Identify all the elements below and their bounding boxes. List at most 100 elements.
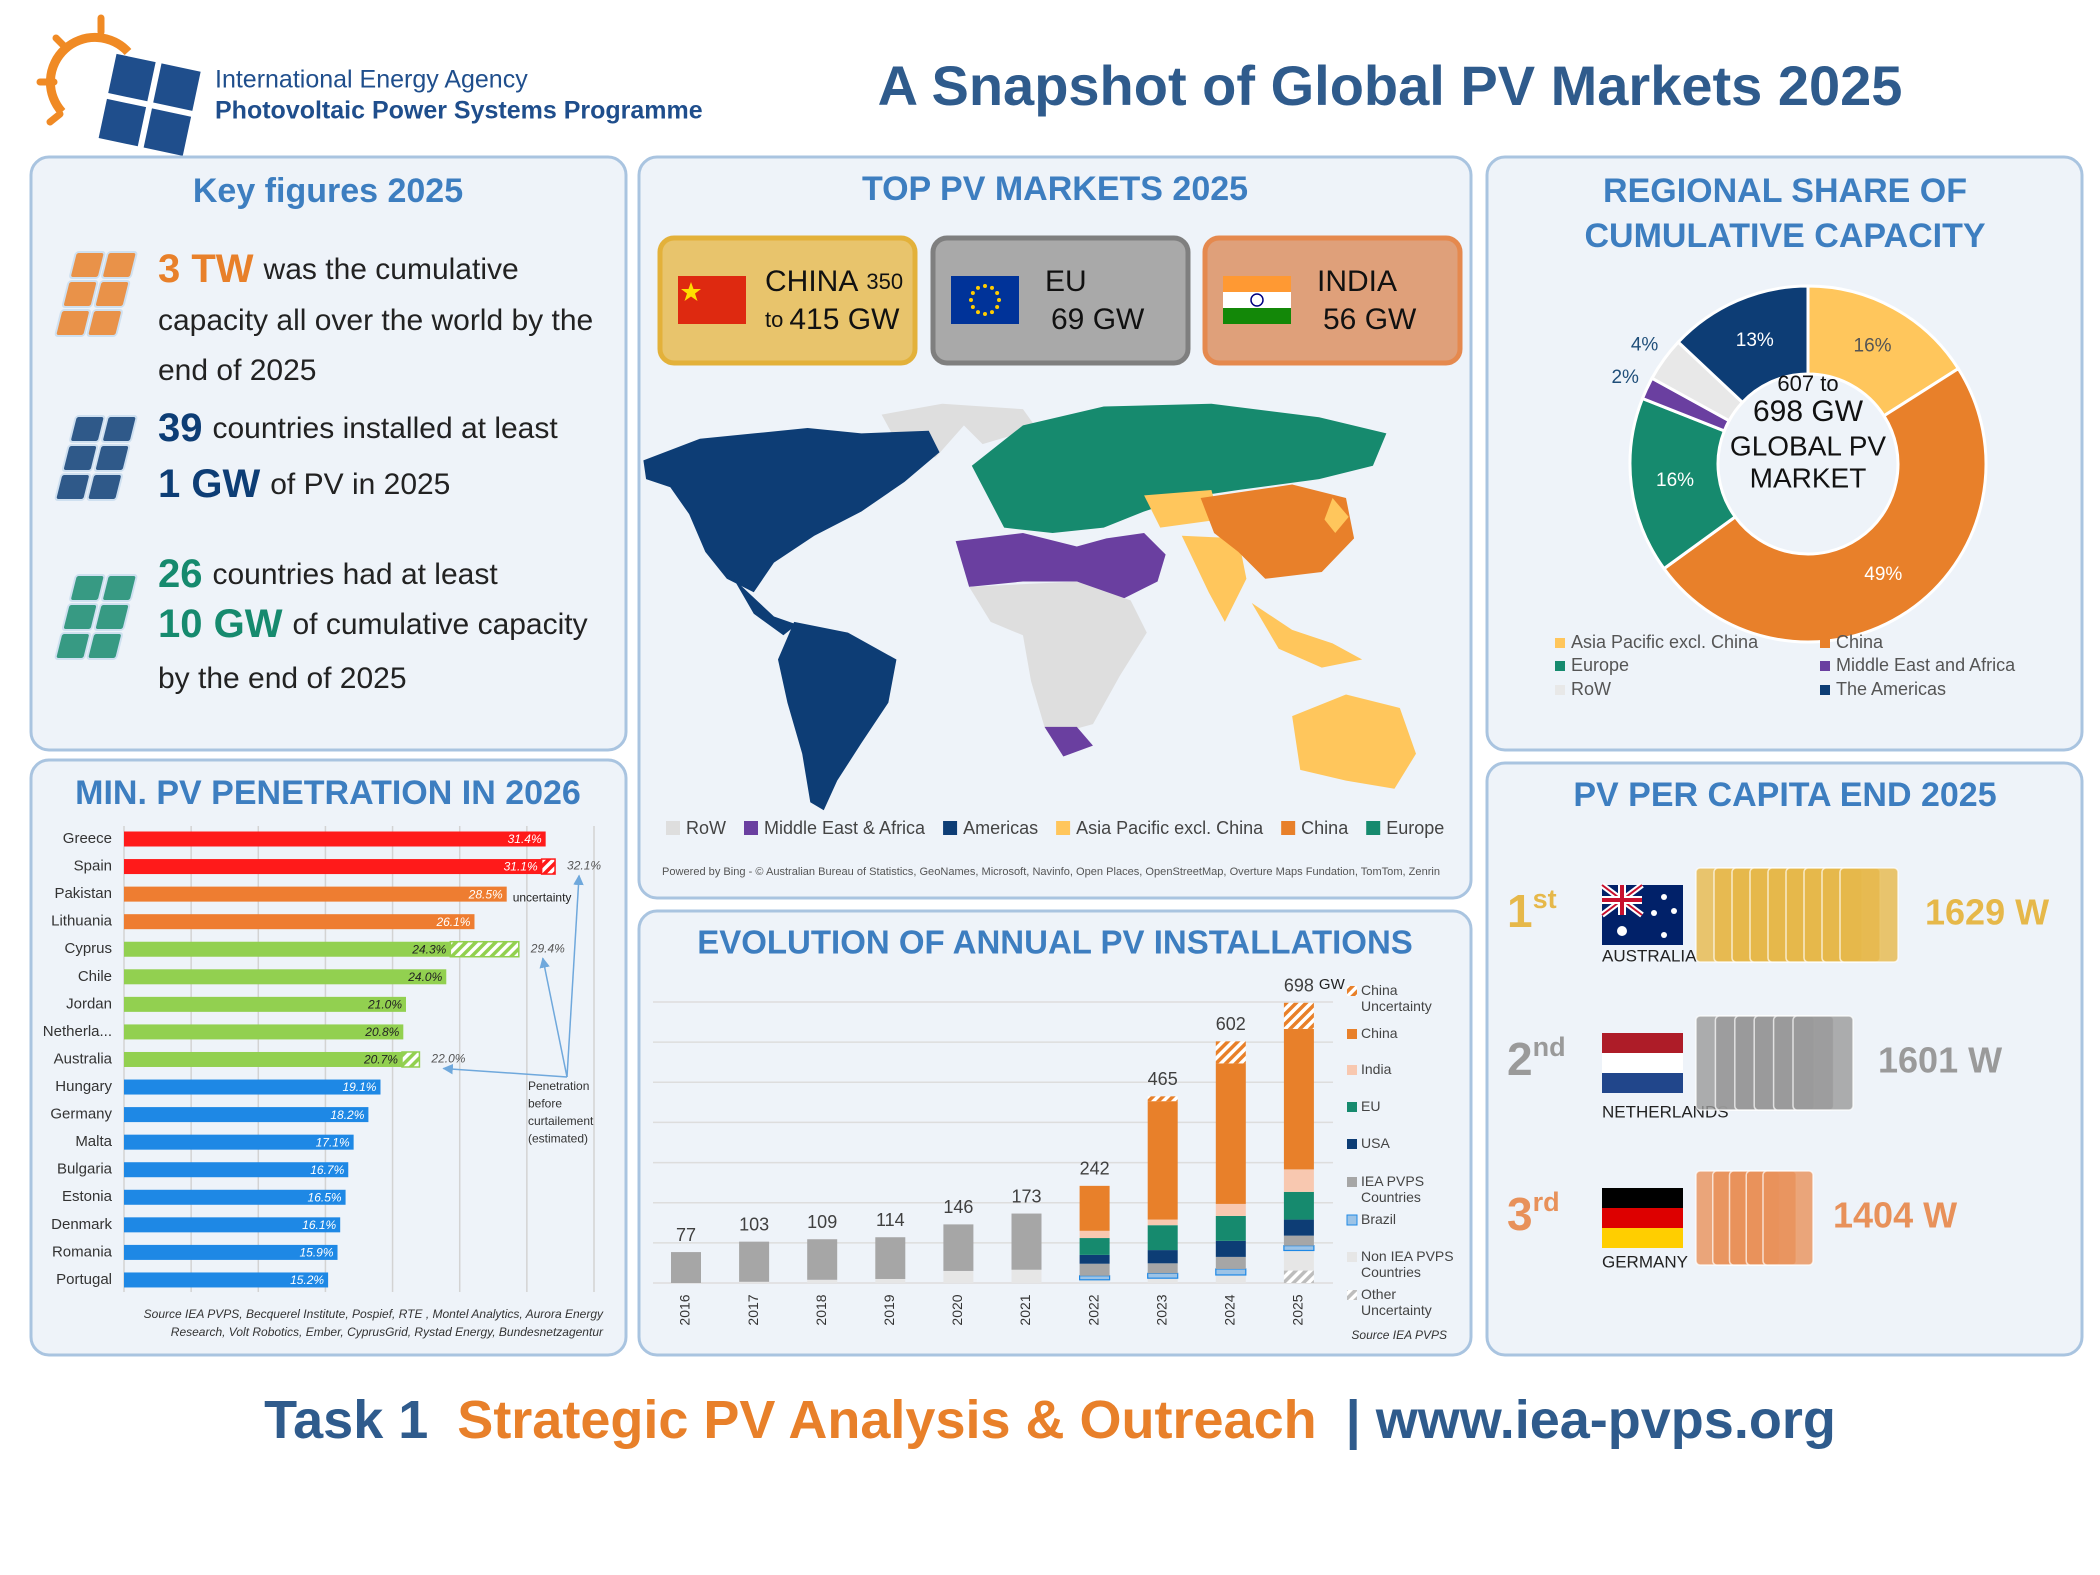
- key-figure-highlight: 1 GW: [158, 462, 260, 506]
- country-name: GERMANY: [1602, 1252, 1688, 1271]
- icon-cell: [93, 444, 131, 472]
- flag-star: [983, 312, 987, 316]
- flag-australia: [1600, 882, 1683, 945]
- pie-center-text: 607 to: [1777, 371, 1838, 396]
- uncertainty-label: 22.0%: [430, 1052, 465, 1066]
- market-name-note: 350: [866, 269, 903, 294]
- bar: [124, 1079, 381, 1095]
- bar: [124, 941, 451, 957]
- bar-segment: [1283, 1219, 1314, 1236]
- market-value-line: to 415 GW: [765, 303, 900, 336]
- market-name-line: CHINA 350: [765, 265, 903, 298]
- bar: [124, 1134, 354, 1150]
- footer: Task 1 Strategic PV Analysis & Outreach …: [264, 1390, 1836, 1451]
- key-figure-text: of PV in 2025: [270, 468, 450, 501]
- legend-entry: India: [1361, 1061, 1391, 1077]
- bar-segment: [875, 1237, 906, 1279]
- icon-cell: [101, 251, 138, 279]
- key-figure-line: 1 GW of PV in 2025: [158, 462, 450, 506]
- solar-panel-icon: [1792, 1015, 1854, 1111]
- y-tick-label: Portugal: [56, 1271, 112, 1288]
- legend-label: China: [1361, 1025, 1398, 1041]
- flag-star: [990, 285, 994, 290]
- key-figure-line: 26 countries had at least: [158, 552, 498, 596]
- legend-label: IEA PVPS Countries: [1361, 1173, 1425, 1206]
- legend-swatch: [943, 821, 958, 835]
- legend-entry: Non IEA PVPS Countries: [1361, 1248, 1454, 1280]
- annotation: uncertainty: [513, 890, 572, 904]
- bar-segment: [1079, 1263, 1110, 1276]
- key-figure-line: capacity all over the world by the: [158, 304, 593, 337]
- market-value: 69 GW: [1051, 303, 1145, 336]
- bar: [124, 996, 406, 1012]
- flag-star: [970, 291, 975, 295]
- solar-panel-icon: [1839, 867, 1899, 963]
- key-figure-highlight: 39: [158, 406, 203, 450]
- legend-swatch: [1347, 1139, 1357, 1149]
- icon-cell: [69, 574, 106, 602]
- bar-segment: [671, 1252, 701, 1283]
- panel-regional-share: [1485, 155, 2084, 752]
- key-figure-line: 3 TW was the cumulative: [158, 247, 519, 291]
- legend-label: Europe: [1386, 818, 1444, 838]
- total-unit: GW: [1319, 976, 1346, 993]
- y-tick-label: Jordan: [66, 995, 112, 1012]
- y-tick-label: Bulgaria: [57, 1161, 113, 1178]
- key-figure-icon: [54, 415, 138, 501]
- legend-label: China: [1301, 818, 1349, 838]
- bar-value-label: 16.5%: [308, 1190, 342, 1204]
- x-tick-label: 2020: [949, 1294, 965, 1325]
- market-card: [930, 235, 1191, 366]
- legend-label: Other Uncertainty: [1361, 1286, 1432, 1319]
- x-tick-label: 2022: [1085, 1294, 1101, 1325]
- flag-star: [976, 310, 980, 315]
- bar: [124, 1217, 341, 1233]
- total-label: 77: [676, 1225, 696, 1245]
- footer-url: | www.iea-pvps.org: [1346, 1390, 1836, 1451]
- bar: [124, 969, 447, 985]
- uncertainty-label: 32.1%: [567, 859, 601, 873]
- legend-swatch: [1347, 1290, 1357, 1300]
- bar-segment: [1147, 1101, 1178, 1220]
- legend-label: RoW: [1571, 679, 1611, 699]
- bar-segment: [1283, 1245, 1315, 1252]
- panel-title: CUMULATIVE CAPACITY: [1584, 217, 1985, 255]
- total-label: 173: [1011, 1186, 1041, 1206]
- bar-value-label: 16.7%: [310, 1163, 344, 1177]
- bar-segment: [1283, 1002, 1314, 1029]
- bar-value-label: 20.7%: [363, 1053, 398, 1067]
- legend-label: Asia Pacific excl. China: [1076, 818, 1264, 838]
- icon-cell: [54, 632, 91, 660]
- x-tick-label: 2024: [1222, 1294, 1238, 1325]
- bar: [124, 1107, 369, 1123]
- pie-label: 49%: [1864, 564, 1902, 585]
- icon-cell: [101, 415, 138, 443]
- annotation: Penetration: [528, 1079, 589, 1093]
- footer-task: Task 1: [264, 1390, 428, 1450]
- map-credit: Powered by Bing - © Australian Bureau of…: [662, 866, 1440, 878]
- map-region: [1181, 535, 1247, 622]
- flag-star: [970, 305, 975, 309]
- logo-panel: [98, 53, 201, 156]
- icon-cell: [86, 473, 123, 501]
- rank-number: 2: [1507, 1033, 1533, 1085]
- key-figure-text: countries installed at least: [213, 412, 559, 445]
- rank-suffix: rd: [1533, 1187, 1560, 1217]
- legend-swatch: [744, 821, 758, 835]
- legend-swatch: [1347, 1065, 1357, 1075]
- bar-segment: [1147, 1096, 1178, 1102]
- bar: [124, 886, 507, 902]
- bar-segment: [1215, 1256, 1246, 1269]
- panel-body: [1792, 1015, 1854, 1111]
- bar-segment: [1147, 1250, 1178, 1264]
- bar-segment: [1011, 1213, 1042, 1270]
- key-figure-text: end of 2025: [158, 354, 316, 387]
- market-value: 56 GW: [1323, 303, 1417, 336]
- pie-center-text: MARKET: [1750, 462, 1867, 493]
- key-figure-line: 39 countries installed at least: [158, 406, 558, 450]
- bar: [124, 1051, 402, 1067]
- flag-star: [990, 310, 994, 315]
- uncertainty-label: 29.4%: [530, 941, 565, 955]
- legend-swatch: [1347, 1177, 1357, 1187]
